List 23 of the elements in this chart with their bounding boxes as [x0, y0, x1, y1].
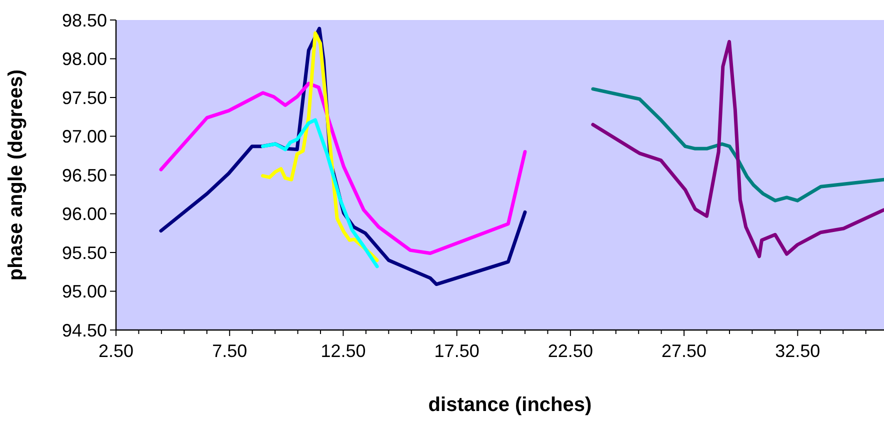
x-tick-label: 27.50 [662, 341, 707, 361]
y-tick-label: 98.00 [62, 49, 107, 70]
x-tick-label: 32.50 [775, 341, 820, 361]
x-tick-label: 12.50 [320, 341, 366, 361]
line-series [261, 31, 379, 262]
x-tick-label: 7.50 [212, 341, 248, 361]
y-tick-label: 94.50 [62, 320, 107, 340]
line-series [261, 118, 379, 268]
x-tick-label: 17.50 [434, 341, 480, 361]
x-tick-label: 22.50 [548, 341, 593, 361]
line-series [159, 82, 527, 256]
y-tick-label: 96.50 [62, 165, 107, 186]
line-series [591, 40, 884, 258]
x-axis-title: distance (inches) [428, 394, 592, 416]
y-tick-label: 98.50 [62, 10, 107, 30]
line-series [591, 87, 884, 202]
y-tick-label: 95.50 [62, 242, 107, 263]
y-tick-label: 97.50 [62, 88, 107, 108]
y-tick-label: 97.00 [62, 126, 107, 147]
y-tick-label: 95.00 [62, 282, 107, 302]
y-tick-label: 96.00 [62, 204, 107, 224]
y-axis-title: phase angle (degrees) [5, 69, 27, 281]
x-tick-label: 2.50 [98, 341, 134, 361]
